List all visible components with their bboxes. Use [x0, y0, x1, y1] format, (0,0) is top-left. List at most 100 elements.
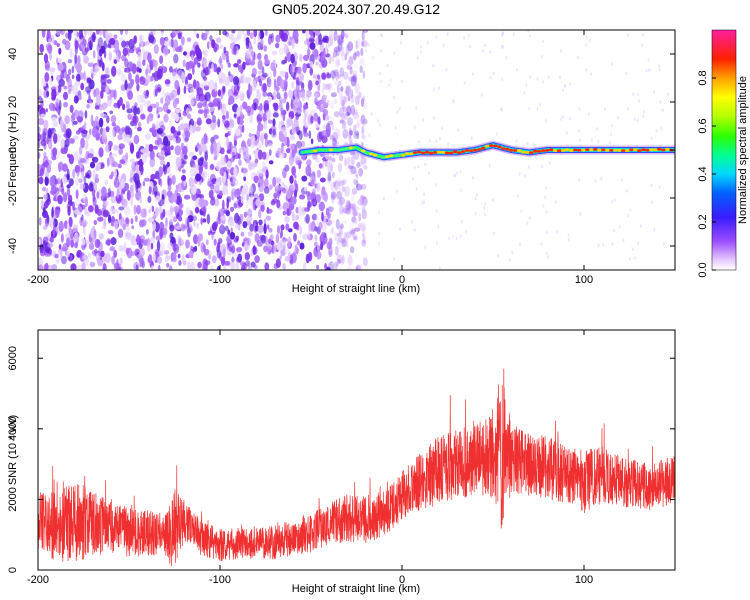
spectrogram-cell: [136, 151, 140, 159]
spectrogram-cell: [317, 74, 320, 80]
spectrogram-cell: [139, 195, 143, 204]
spectrogram-cell: [183, 194, 191, 200]
spectrogram-cell: [227, 88, 234, 98]
spectrogram-cell: [235, 235, 240, 242]
spectrogram-cell: [194, 44, 199, 56]
spectrogram-cell: [333, 36, 337, 42]
spectrogram-cell: [263, 133, 268, 140]
spectrogram-cell: [175, 156, 182, 168]
spectrogram-cell: [185, 107, 190, 115]
spectrogram-cell: [38, 257, 44, 267]
spectrogram-cell: [344, 77, 348, 84]
spectrogram-cell: [88, 94, 91, 104]
spectrogram-cell: [89, 128, 92, 136]
spectrogram-cell: [199, 166, 203, 176]
ridge-peak: [380, 156, 386, 160]
spectrogram-cell: [64, 40, 71, 51]
spectrogram-cell: [327, 83, 331, 94]
ridge-peak: [601, 148, 606, 152]
spectrogram-cell: [179, 123, 186, 131]
spectrogram-cell: [157, 256, 163, 264]
spectrogram-cell: [92, 169, 96, 180]
spectrogram-cell: [257, 59, 263, 70]
spectrogram-cell: [313, 49, 319, 58]
spectrogram-cell: [337, 199, 343, 206]
spectrogram-cell: [63, 85, 68, 90]
spectrogram-cell: [247, 231, 253, 237]
spectrogram-cell: [349, 67, 353, 75]
spectrogram-cell: [174, 80, 180, 90]
spectrogram-cell: [240, 193, 245, 204]
ridge-peak: [509, 148, 514, 152]
spectrogram-cell: [71, 84, 78, 95]
spectrogram-cell: [135, 164, 140, 173]
ridge-peak: [416, 150, 422, 154]
spectrogram-cell: [147, 113, 154, 122]
spectrogram-cell: [568, 117, 571, 121]
spectrogram-cell: [502, 45, 505, 49]
spectrogram-cell: [178, 260, 182, 266]
spectrogram-cell: [157, 264, 161, 270]
spectrogram-cell: [331, 123, 334, 131]
spectrogram-cell: [101, 62, 105, 72]
spectrogram-cell: [569, 82, 571, 86]
spectrogram-cell: [273, 67, 277, 78]
spectrogram-cell: [357, 38, 360, 49]
spectrogram-cell: [103, 50, 107, 59]
spectrogram-cell: [352, 211, 358, 217]
spectrogram-cell: [185, 239, 190, 249]
spectrogram-cell: [96, 94, 101, 105]
spectrogram-cell: [124, 134, 131, 144]
spectrogram-cell: [60, 118, 64, 130]
spectrogram-cell: [248, 161, 253, 171]
ridge-peak: [657, 147, 662, 151]
spectrogram-cell: [241, 124, 245, 133]
spectrogram-cell: [344, 186, 351, 197]
spectrogram-cell: [213, 238, 217, 246]
spectrogram-cell: [42, 155, 49, 166]
spectrogram-cell: [585, 35, 588, 40]
spectrogram-cell: [125, 104, 130, 110]
ridge-peak: [452, 150, 458, 154]
spectrogram-cell: [247, 265, 253, 270]
spectrogram-cell: [261, 83, 267, 93]
spectrogram-cell: [75, 130, 81, 135]
ridge-peak: [473, 148, 478, 152]
spectrogram-cell: [118, 206, 125, 211]
spectrogram-cell: [347, 256, 354, 267]
spectrogram-cell: [463, 81, 466, 86]
spectrogram-cell: [362, 100, 368, 110]
spectrogram-cell: [139, 43, 142, 49]
spectrogram-cell: [361, 116, 367, 127]
spectrogram-cell: [83, 55, 89, 64]
spectrogram-cell: [360, 40, 365, 47]
spectrogram-cell: [626, 33, 629, 38]
spectrogram-cell: [475, 192, 478, 197]
spectrogram-cell: [165, 257, 169, 263]
spectrogram-cell: [148, 209, 151, 214]
spectrogram-cell: [49, 217, 55, 228]
spectrogram-cell: [117, 134, 123, 141]
spectrogram-cell: [208, 231, 211, 236]
spectrogram-cell: [107, 230, 114, 235]
spectrogram-cell: [204, 164, 208, 170]
spectrogram-cell: [622, 238, 625, 243]
spectrogram-cell: [150, 173, 157, 180]
spectrogram-cell: [217, 241, 221, 250]
spectrogram-cell: [101, 225, 107, 230]
spectrogram-cell: [214, 81, 218, 92]
spectrogram-cell: [92, 50, 96, 59]
ridge-peak: [396, 154, 402, 158]
spectrogram-cell: [162, 164, 166, 173]
spectrogram-cell: [271, 50, 278, 56]
spectrogram-cell: [201, 170, 208, 179]
spectrogram-cell: [68, 68, 72, 76]
spectrogram-cell: [66, 238, 70, 245]
spectrogram-cell: [155, 101, 160, 109]
spectrogram-cell: [120, 199, 126, 206]
spectrogram-cell: [264, 262, 270, 270]
spectrogram-cell: [196, 142, 200, 147]
spectrogram-cell: [334, 246, 339, 256]
spectrogram-cell: [334, 56, 340, 68]
spectrogram-cell: [424, 162, 427, 167]
